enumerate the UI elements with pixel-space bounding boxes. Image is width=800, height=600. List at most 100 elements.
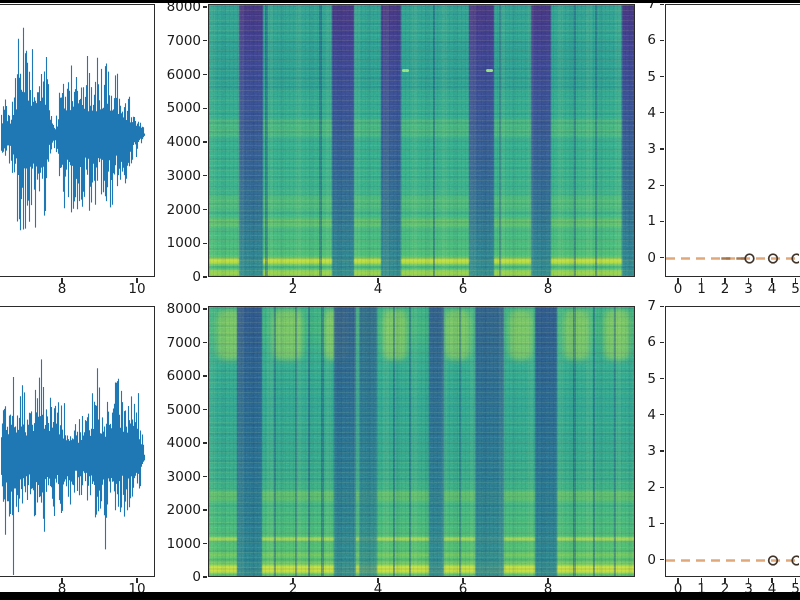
y-tick-mark — [202, 308, 207, 310]
x-tick-label: 4 — [373, 581, 383, 597]
y-tick-mark — [659, 256, 664, 259]
waveform-plot-area — [1, 5, 154, 276]
x-tick-label: 2 — [288, 281, 298, 297]
y-tick-label: 3000 — [166, 167, 201, 184]
x-tick-mark — [724, 278, 726, 283]
x-tick-mark — [292, 578, 294, 583]
x-tick-label: 2 — [720, 581, 730, 597]
x-tick-mark — [747, 278, 750, 283]
x-tick-label: 10 — [128, 281, 146, 297]
letterbox-bottom-bar — [0, 592, 800, 600]
y-tick-label: 5 — [647, 68, 656, 85]
letterbox-top-bar — [0, 0, 800, 3]
pitch-contour-plot — [666, 555, 799, 566]
spectrogram-image — [209, 5, 634, 276]
y-tick-mark — [202, 6, 207, 8]
pitch-contour-plot — [666, 253, 799, 264]
y-tick-label: 2000 — [166, 502, 201, 518]
x-tick-mark — [771, 578, 773, 583]
y-tick-label: 7 — [647, 298, 656, 315]
x-tick-mark — [677, 278, 679, 283]
x-tick-mark — [377, 278, 379, 283]
x-tick-label: 2 — [288, 581, 298, 597]
x-tick-mark — [377, 578, 379, 583]
waveform-trace — [1, 359, 146, 575]
y-tick-label: 0 — [192, 269, 201, 285]
y-tick-label: 1000 — [166, 235, 201, 252]
x-tick-mark — [61, 578, 63, 583]
y-tick-label: 7 — [647, 0, 656, 13]
y-tick-mark — [659, 220, 664, 222]
y-tick-mark — [202, 242, 207, 244]
x-tick-label: 0 — [673, 581, 683, 597]
panel-waveform-top-left: 8 10 — [0, 4, 155, 297]
x-tick-label: 3 — [744, 581, 753, 597]
y-tick-mark — [202, 73, 207, 76]
panel-spectrogram-bottom: 2 4 6 8 0 1000 2000 3000 4000 5000 6000 7000 8000 — [167, 301, 635, 597]
y-tick-label: 1 — [647, 515, 656, 532]
y-tick-mark — [202, 341, 207, 344]
y-tick-mark — [659, 377, 664, 380]
y-tick-label: 7000 — [166, 334, 201, 351]
x-tick-mark — [547, 278, 549, 283]
x-tick-label: 4 — [767, 281, 777, 297]
x-tick-label: 5 — [791, 581, 800, 597]
y-tick-mark — [202, 375, 207, 377]
x-tick-mark — [136, 578, 138, 583]
y-tick-mark — [202, 542, 207, 545]
y-tick-label: 3000 — [166, 468, 201, 485]
x-tick-label: 8 — [543, 281, 553, 297]
y-tick-mark — [659, 305, 664, 307]
y-tick-mark — [202, 40, 207, 42]
spectrogram-image — [209, 307, 634, 576]
y-tick-mark — [659, 558, 664, 561]
y-tick-mark — [659, 414, 664, 416]
x-tick-label: 6 — [458, 281, 468, 297]
y-tick-label: 1 — [647, 213, 656, 230]
x-tick-label: 2 — [720, 281, 730, 297]
x-tick-label: 8 — [57, 281, 67, 297]
x-tick-mark — [136, 278, 138, 283]
y-tick-label: 4000 — [166, 435, 201, 451]
panel-spectrogram-top: 2 4 6 8 0 1000 2000 3000 4000 5000 6000 7000 8000 — [167, 0, 635, 297]
y-tick-mark — [659, 3, 664, 5]
y-tick-mark — [659, 75, 664, 78]
y-tick-label: 4000 — [166, 134, 201, 150]
spectrogram-noise-overlay — [209, 307, 634, 576]
panel-waveform-bottom-left: 8 10 — [0, 306, 155, 597]
x-tick-mark — [700, 578, 703, 583]
x-tick-mark — [794, 578, 797, 583]
y-tick-mark — [202, 509, 207, 511]
x-tick-mark — [462, 278, 464, 283]
x-tick-label: 8 — [57, 581, 67, 597]
y-tick-mark — [659, 39, 664, 41]
y-tick-mark — [659, 486, 664, 488]
x-tick-label: 1 — [697, 281, 706, 297]
y-tick-label: 2000 — [166, 201, 201, 218]
y-tick-mark — [202, 576, 207, 578]
y-tick-mark — [202, 408, 207, 411]
waveform-plot-area — [1, 307, 154, 576]
x-tick-mark — [771, 278, 773, 283]
x-tick-label: 6 — [458, 581, 468, 597]
y-tick-label: 5 — [647, 370, 656, 387]
y-tick-mark — [202, 175, 207, 177]
pitch-plot-area — [666, 307, 799, 576]
y-tick-label: 5000 — [166, 100, 201, 117]
y-tick-mark — [659, 341, 664, 343]
y-tick-label: 8000 — [166, 0, 201, 15]
waveform-trace — [1, 27, 146, 231]
y-tick-mark — [659, 450, 664, 452]
x-tick-mark — [794, 278, 797, 283]
x-tick-label: 3 — [744, 281, 753, 297]
y-tick-label: 0 — [192, 569, 201, 585]
x-tick-label: 4 — [767, 581, 777, 597]
y-tick-label: 8000 — [166, 301, 201, 317]
x-tick-mark — [61, 278, 63, 283]
y-tick-label: 7000 — [166, 32, 201, 49]
y-tick-mark — [202, 475, 207, 478]
x-tick-label: 4 — [373, 281, 383, 297]
y-tick-mark — [202, 442, 207, 444]
